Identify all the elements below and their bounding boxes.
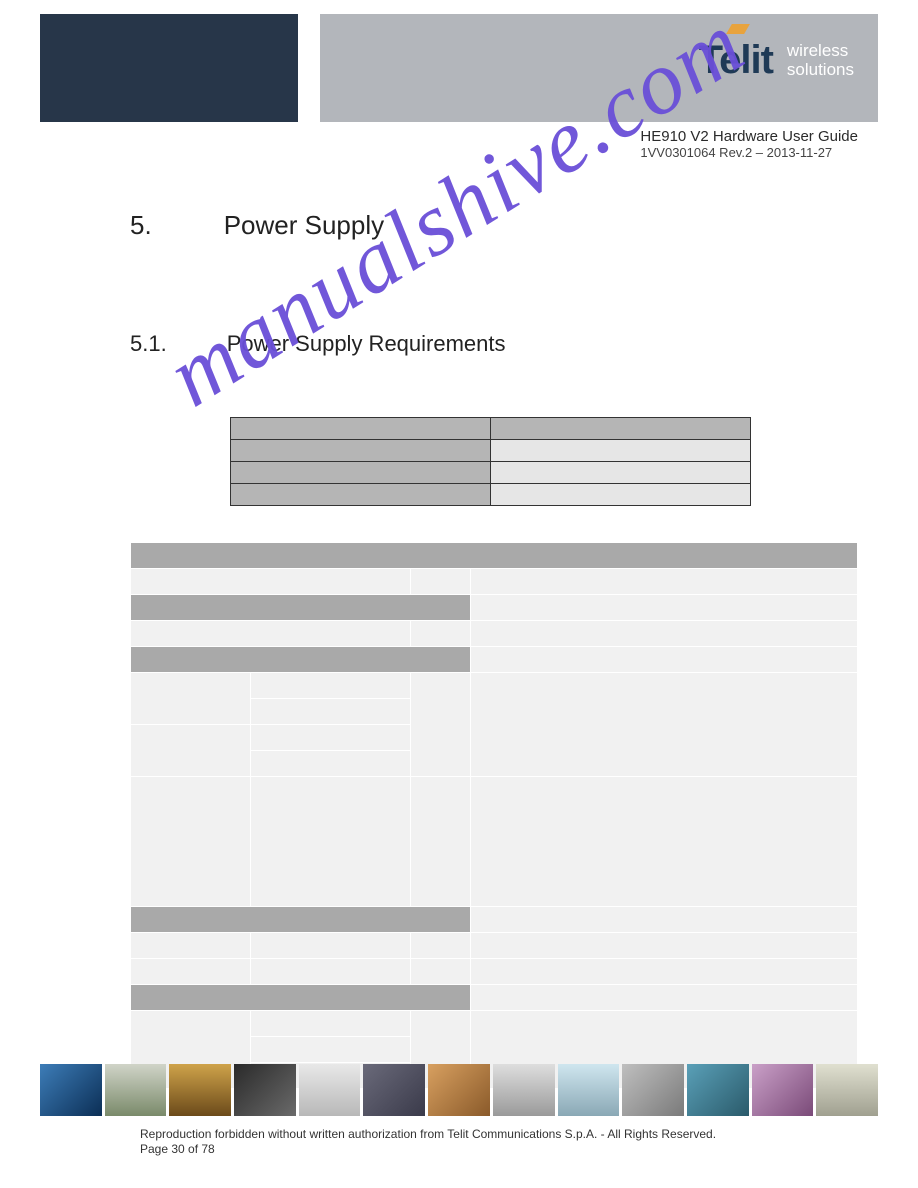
big-table	[130, 542, 858, 1089]
footer-image-strip	[40, 1064, 878, 1116]
table-row	[131, 569, 858, 595]
footer-copyright: Reproduction forbidden without written a…	[140, 1127, 716, 1143]
header-right-block: Telit wireless solutions	[320, 14, 878, 122]
table-row	[231, 462, 751, 484]
thumbnail-icon	[299, 1064, 361, 1116]
content-area: 5. Power Supply 5.1. Power Supply Requir…	[130, 210, 858, 1089]
logo-telit: Telit	[699, 38, 773, 83]
header-left-block	[40, 14, 298, 122]
thumbnail-icon	[558, 1064, 620, 1116]
table-row	[131, 933, 858, 959]
table-row	[131, 621, 858, 647]
table-row	[131, 985, 858, 1011]
table-row	[231, 484, 751, 506]
logo-wordmark: Telit	[699, 38, 773, 83]
table-row	[131, 543, 858, 569]
small-table	[230, 417, 751, 506]
table-row	[131, 673, 858, 699]
thumbnail-icon	[687, 1064, 749, 1116]
thumbnail-icon	[169, 1064, 231, 1116]
table-row	[131, 907, 858, 933]
table-row	[231, 418, 751, 440]
thumbnail-icon	[105, 1064, 167, 1116]
tagline-line1: wireless	[787, 42, 854, 61]
heading-2-text: Power Supply Requirements	[227, 331, 506, 357]
table-row	[131, 595, 858, 621]
logo: Telit wireless solutions	[699, 38, 854, 83]
footer-text: Reproduction forbidden without written a…	[140, 1127, 716, 1158]
thumbnail-icon	[752, 1064, 814, 1116]
thumbnail-icon	[622, 1064, 684, 1116]
thumbnail-icon	[363, 1064, 425, 1116]
heading-2-number: 5.1.	[130, 331, 167, 357]
table-row	[131, 777, 858, 907]
thumbnail-icon	[40, 1064, 102, 1116]
logo-accent-icon	[726, 24, 750, 34]
thumbnail-icon	[428, 1064, 490, 1116]
table-row	[131, 959, 858, 985]
header-bar: Telit wireless solutions	[40, 14, 878, 122]
heading-1-number: 5.	[130, 210, 152, 241]
doc-title: HE910 V2 Hardware User Guide	[640, 128, 858, 145]
tagline-line2: solutions	[787, 61, 854, 80]
thumbnail-icon	[493, 1064, 555, 1116]
thumbnail-icon	[816, 1064, 878, 1116]
doc-info: HE910 V2 Hardware User Guide 1VV0301064 …	[640, 128, 858, 160]
table-row	[231, 440, 751, 462]
heading-2: 5.1. Power Supply Requirements	[130, 331, 858, 357]
header-gap	[298, 14, 320, 122]
logo-tagline: wireless solutions	[787, 42, 854, 79]
table-row	[131, 647, 858, 673]
heading-1: 5. Power Supply	[130, 210, 858, 241]
doc-revision: 1VV0301064 Rev.2 – 2013-11-27	[640, 145, 858, 160]
table-row	[131, 1011, 858, 1037]
footer-page: Page 30 of 78	[140, 1142, 716, 1158]
heading-1-text: Power Supply	[224, 210, 384, 241]
thumbnail-icon	[234, 1064, 296, 1116]
